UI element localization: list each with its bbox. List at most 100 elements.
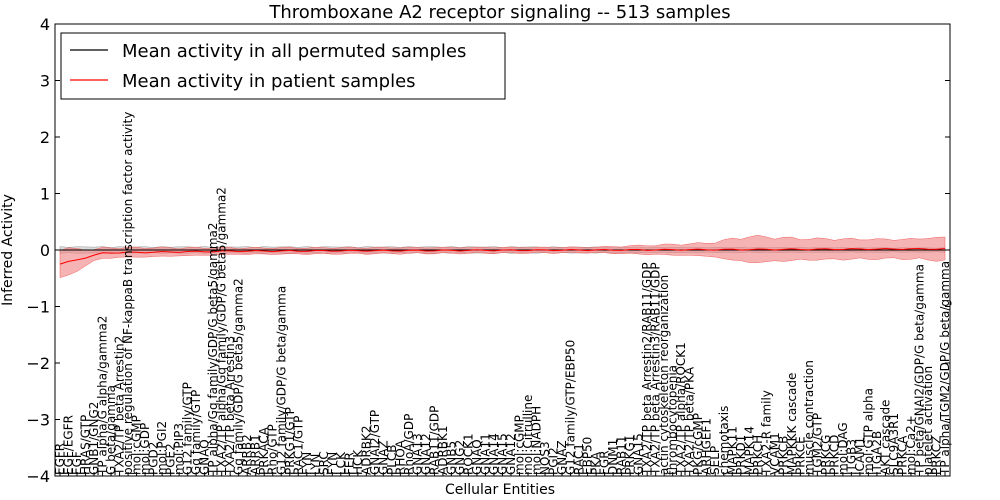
x-tick-label: PGE2 [164, 443, 178, 475]
x-tick-label: PRKCE [793, 436, 807, 475]
x-tick-label: mol:cGMP [513, 415, 527, 475]
x-tick-label: TXA2/TP alpha/ROCK1 [674, 342, 688, 476]
x-tick-label: RAB11 [615, 435, 629, 475]
x-tick-label: actin cytoskeleton reorganization [657, 275, 671, 475]
y-tick-label: −4 [26, 467, 50, 486]
x-tick-label: mol:DAG [836, 422, 850, 475]
x-tick-label: RHOA [393, 439, 407, 475]
x-tick-label: ADRBK1 [436, 425, 450, 475]
patient-mean-line [59, 247, 946, 265]
x-tick-label: TXA2/TP beta Arrestin2 [113, 336, 127, 476]
x-tick-label: FYN [300, 452, 314, 475]
x-tick-label: LYN [308, 454, 322, 475]
x-tick-label: EGF/EGFR [62, 415, 76, 475]
x-tick-label: GNA13 [410, 433, 424, 475]
x-tick-label: GNA11 [478, 433, 492, 475]
x-tick-label: mol:Ca2+ [904, 415, 918, 475]
x-tick-label: TXA2/TP beta/PKA [683, 366, 697, 476]
x-tick-label: DNM1 [606, 439, 620, 475]
x-tick-label: MAPKKK cascade [785, 373, 799, 475]
x-tick-label: G12 family/GTP [181, 382, 195, 475]
x-tick-label: FYN [325, 452, 339, 475]
x-tick-label: G12 family/GDP/G beta/gamma [274, 286, 288, 475]
x-tick-label: platelet activation [921, 366, 935, 475]
x-tick-label: PRKACA [257, 426, 271, 475]
legend-patient-label: Mean activity in patient samples [122, 71, 416, 92]
x-tick-label: GNB1/GNG2 [87, 402, 101, 475]
x-tick-label: VCAM1 [768, 432, 782, 475]
legend-box [60, 32, 506, 100]
x-tick-label: GNB5 [444, 441, 458, 475]
x-tick-label: G beta/gamma [104, 385, 118, 475]
x-tick-label: G12 family/GTP/EBP50 [564, 340, 578, 475]
x-tick-label: ARRB1 [249, 434, 263, 475]
x-tick-label: GNA15 [496, 433, 510, 475]
x-tick-label: AKT cascade [878, 400, 892, 475]
x-tick-label: GNAQ [198, 439, 212, 475]
x-tick-label: FER [342, 452, 356, 475]
x-tick-label: NOS3 [538, 441, 552, 475]
x-tick-label: GNAQ [470, 439, 484, 475]
x-tick-label: MAPK11 [725, 426, 739, 475]
x-tick-label: HRAS/GTP [79, 415, 93, 475]
x-tick-label: GNAZ [555, 440, 569, 475]
x-tick-label: RAB11/GDP [427, 406, 441, 475]
x-tick-label: TGM2/GTP [810, 413, 824, 476]
plot-area [59, 234, 946, 279]
x-tick-label: PKA [589, 451, 603, 475]
x-tick-label: TP beta/GNAI2/GDP/G beta/gamma [912, 264, 926, 476]
x-tick-label: PRKD1 [734, 435, 748, 475]
y-tick-label: 0 [40, 241, 50, 260]
x-tick-label: FGR [598, 450, 612, 475]
x-tick-label: PRKG1/GTP [283, 407, 297, 475]
x-tick-label: PRKCB [776, 436, 790, 475]
x-tick-label: Gq family/GDP/G beta5/gamma2 [232, 278, 246, 475]
x-tick-label: Gq family/GTP [189, 390, 203, 475]
y-tick-label: −1 [26, 298, 50, 317]
x-tick-label: PGD2 [147, 442, 161, 475]
x-tick-label: TXA2/TP beta Arrestin3 [223, 336, 237, 476]
chart-title: Thromboxane A2 receptor signaling -- 513… [268, 2, 730, 23]
x-tick-label: chemotaxis [717, 406, 731, 475]
x-tick-label: ARRB2 [240, 434, 254, 475]
x-tick-label: GNA14 [487, 433, 501, 475]
x-tick-label: EBP50 [581, 437, 595, 475]
x-tick-label: TXA2/TP beta Arrestin3/RAB11/GDP [649, 262, 663, 476]
x-tick-label: LCK [334, 451, 348, 475]
x-tick-label: muscle contraction [802, 360, 816, 475]
y-tick-label: −3 [26, 411, 50, 430]
y-tick-label: 1 [40, 185, 50, 204]
legend: Mean activity in all permuted samples Me… [60, 32, 506, 100]
x-tick-label: PKG/cGMP [691, 413, 705, 475]
x-tick-label: Rho/GTP [266, 424, 280, 475]
x-tick-label: TXA2/TP beta Arrestin2/RAB11/GDP [640, 262, 654, 476]
x-tick-label: mol:GDP [138, 423, 152, 475]
x-tick-label: GNA15 [632, 433, 646, 475]
x-tick-label: SLC9A3R1 [887, 413, 901, 475]
x-tick-label: PGI2 [547, 447, 561, 475]
x-tick-label: PRKCA [895, 435, 909, 475]
x-tick-label: TP alpha/G alpha/gamma2 [96, 316, 110, 476]
y-tick-label: 3 [40, 72, 50, 91]
x-tick-label: mol:Citrulline [521, 395, 535, 475]
patient-confidence-band [59, 234, 946, 279]
x-tick-label: thrombocytopenia [666, 365, 680, 475]
x-tick-label: HCK [351, 449, 365, 475]
x-tick-label: RhoA/GDP [402, 414, 416, 475]
x-tick-label: TXA2/TP alpha/Gq family/GDP/G beta5/gamm… [215, 187, 229, 476]
x-tick-label: TXA2-R family [759, 390, 773, 476]
x-tick-label: GNAZ [376, 440, 390, 475]
x-tick-label: PRKCD [827, 435, 841, 475]
x-tick-label: TP alpha/Gq family/GDP/G beta5/gamma2 [206, 222, 220, 476]
x-tick-label: GNA12 [504, 433, 518, 475]
y-axis: 4 3 2 1 0 −1 −2 −3 −4 [26, 15, 950, 486]
x-tick-label: SELP [708, 446, 722, 475]
x-tick-label: mol:PIP3 [172, 423, 186, 475]
y-tick-label: −2 [26, 354, 50, 373]
x-tick-label: GNA12 [419, 433, 433, 475]
x-tick-label: mol:cGMP [130, 415, 144, 475]
y-axis-label: Inferred Activity [0, 194, 16, 306]
x-tick-label: positive regulation of NF-kappaB transcr… [121, 112, 135, 475]
x-tick-label: RAC1 [572, 443, 586, 475]
